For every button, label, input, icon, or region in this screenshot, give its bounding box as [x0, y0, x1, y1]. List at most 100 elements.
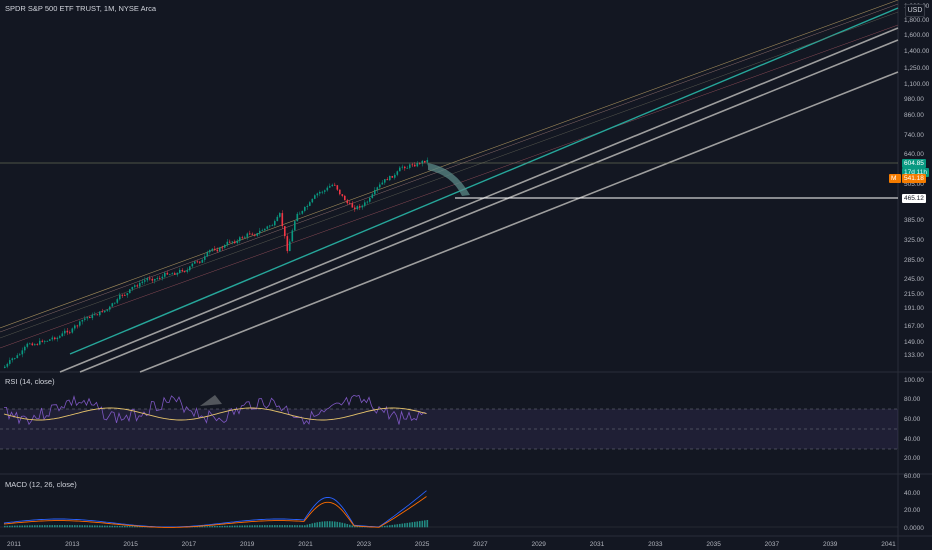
macd-hist-bar [389, 525, 391, 528]
macd-hist-bar [21, 525, 24, 528]
macd-indicator-label[interactable]: MACD (12, 26, close) [5, 480, 77, 489]
rsi-band-fill [0, 409, 898, 449]
rsi-indicator-label[interactable]: RSI (14, close) [5, 377, 55, 386]
candle-body [344, 195, 346, 201]
macd-hist-bar [391, 524, 394, 528]
macd-hist-bar [356, 526, 359, 528]
macd-axis[interactable]: 60.00 40.00 20.00 0.0000 [904, 473, 924, 532]
macd-hist-bar [254, 525, 256, 528]
candle-body [144, 280, 146, 282]
macd-hist-bar [201, 526, 204, 528]
rsi-tick-label: 60.00 [904, 416, 921, 423]
candle-body [279, 213, 281, 217]
macd-hist-bar [281, 525, 284, 528]
time-axis[interactable]: 2011 2013 2015 2017 2019 2021 2023 2025 2027 2029… [7, 541, 896, 548]
macd-hist-bar [74, 525, 76, 528]
channel-line[interactable] [69, 7, 899, 355]
candle-body [126, 293, 129, 296]
trend-channels[interactable] [0, 0, 899, 373]
horizontal-line-price-tag: 465.12 [902, 194, 926, 203]
rsi-drawing-marker[interactable] [200, 395, 222, 406]
candle-body [254, 234, 256, 236]
macd-hist-bar [219, 525, 221, 528]
candle-body [359, 206, 361, 208]
price-tick-label: 191.00 [904, 305, 924, 312]
macd-hist-bar [109, 525, 111, 528]
macd-hist-bar [404, 523, 406, 528]
price-axis[interactable]: 1,900.001,800.001,600.001,400.001,250.00… [904, 3, 930, 359]
candle-body [84, 318, 86, 320]
candle-body [104, 310, 106, 313]
channel-line[interactable] [59, 27, 899, 373]
candle-body [169, 274, 171, 276]
candle-body [46, 340, 49, 342]
channel-line[interactable] [79, 39, 899, 373]
macd-hist-bar [231, 525, 234, 528]
macd-hist-bar [271, 525, 274, 528]
macd-hist-bar [279, 525, 281, 528]
time-tick-label: 2027 [473, 541, 488, 548]
candle-body [291, 230, 294, 242]
candle-body [106, 309, 109, 311]
candle-body [309, 202, 311, 206]
price-tick-label: 245.00 [904, 276, 924, 283]
candle-body [14, 358, 16, 359]
macd-hist-bar [51, 525, 54, 528]
macd-hist-bar [239, 525, 241, 528]
candle-body [211, 248, 214, 251]
candle-body [159, 278, 161, 279]
symbol-title[interactable]: SPDR S&P 500 ETF TRUST, 1M, NYSE Arca [5, 4, 157, 13]
macd-hist-bar [36, 525, 39, 528]
candle-body [81, 319, 84, 322]
candle-body [409, 164, 411, 168]
candle-body [129, 289, 131, 294]
macd-hist-bar [414, 521, 416, 528]
macd-hist-bar [309, 523, 311, 528]
macd-hist-bar [101, 525, 104, 528]
macd-hist-bar [426, 519, 429, 528]
candle-body [154, 278, 156, 281]
rsi-tick-label: 100.00 [904, 377, 924, 384]
macd-hist-bar [49, 525, 51, 528]
macd-hist-bar [386, 525, 389, 528]
macd-hist-bar [134, 526, 136, 528]
macd-tick-label: 60.00 [904, 473, 921, 480]
macd-hist-bar [14, 525, 16, 528]
rsi-axis[interactable]: 100.00 80.00 60.00 40.00 20.00 [904, 377, 924, 462]
candle-body [191, 263, 194, 267]
candle-body [136, 285, 139, 287]
channel-line[interactable] [139, 71, 899, 373]
candle-body [109, 306, 111, 310]
candle-body [239, 237, 241, 241]
macd-hist-bar [99, 525, 101, 528]
candle-body [304, 206, 306, 211]
macd-hist-bar [214, 526, 216, 528]
price-tick-label: 1,250.00 [904, 65, 930, 72]
macd-hist-bar [24, 525, 26, 528]
macd-hist-bar [226, 525, 229, 528]
currency-button[interactable]: USD [905, 4, 925, 17]
macd-hist-bar [66, 525, 69, 528]
macd-hist-bar [409, 522, 411, 528]
projection-arrow[interactable] [428, 163, 470, 196]
macd-hist-bar [6, 525, 9, 528]
macd-hist-bar [331, 521, 334, 528]
macd-hist-bar [384, 525, 386, 528]
candle-body [366, 201, 369, 203]
channel-line[interactable] [0, 0, 899, 329]
channel-line[interactable] [0, 24, 899, 349]
macd-hist-bar [249, 525, 251, 528]
macd-hist-bar [96, 525, 99, 528]
macd-hist-bar [339, 522, 341, 528]
macd-hist-bar [321, 521, 324, 528]
candle-body [41, 340, 44, 342]
macd-hist-bar [81, 525, 84, 528]
macd-hist-bar [89, 525, 91, 528]
price-tick-label: 1,100.00 [904, 81, 930, 88]
candle-body [206, 252, 209, 257]
candle-body [261, 230, 264, 232]
candle-body [414, 164, 416, 167]
candle-body [131, 286, 134, 290]
channel-line[interactable] [0, 3, 899, 333]
